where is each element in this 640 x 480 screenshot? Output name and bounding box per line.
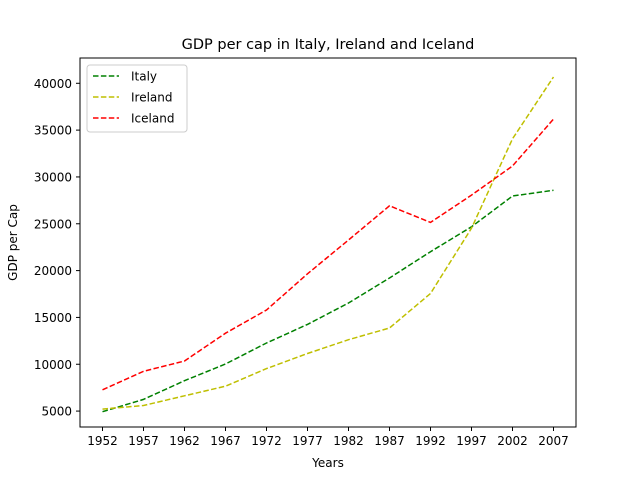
plot-frame (79, 57, 577, 428)
y-tick-label: 30000 (34, 170, 72, 184)
y-tick-label: 5000 (41, 405, 72, 419)
legend-box (86, 64, 188, 133)
y-axis-ticks: 5000 10000 15000 20000 25000 30000 35000 40000 (34, 77, 80, 419)
y-tick-label: 35000 (34, 124, 72, 138)
legend-label-italy: Italy (131, 70, 157, 84)
legend: Italy Ireland Iceland (86, 64, 188, 133)
legend-label-iceland: Iceland (131, 112, 174, 126)
series-line-italy (102, 189, 554, 413)
x-axis-label: Years (311, 456, 344, 470)
x-tick-label: 1957 (128, 434, 159, 448)
y-tick-label: 15000 (34, 311, 72, 325)
y-tick-label: 20000 (34, 264, 72, 278)
x-tick-label: 1952 (87, 434, 118, 448)
x-tick-label: 1982 (333, 434, 364, 448)
legend-label-ireland: Ireland (131, 91, 173, 105)
x-tick-label: 1962 (169, 434, 200, 448)
series-line-ireland (102, 76, 555, 410)
x-tick-label: 1967 (210, 434, 241, 448)
x-tick-label: 2002 (497, 434, 528, 448)
y-tick-label: 40000 (34, 77, 72, 91)
x-tick-label: 1992 (415, 434, 446, 448)
chart-title: GDP per cap in Italy, Ireland and Icelan… (182, 37, 475, 53)
x-tick-label: 1987 (374, 434, 405, 448)
x-tick-label: 1997 (456, 434, 487, 448)
y-tick-label: 10000 (34, 358, 72, 372)
x-tick-label: 1972 (251, 434, 282, 448)
x-tick-label: 1977 (292, 434, 323, 448)
x-axis-ticks: 1952 1957 1962 1967 1972 1977 1982 1987 1992 1997… (87, 427, 569, 448)
y-tick-label: 25000 (34, 217, 72, 231)
x-tick-label: 2007 (538, 434, 569, 448)
y-axis-label: GDP per Cap (6, 204, 20, 281)
series-line-iceland (102, 118, 555, 391)
series-lines (102, 76, 555, 413)
